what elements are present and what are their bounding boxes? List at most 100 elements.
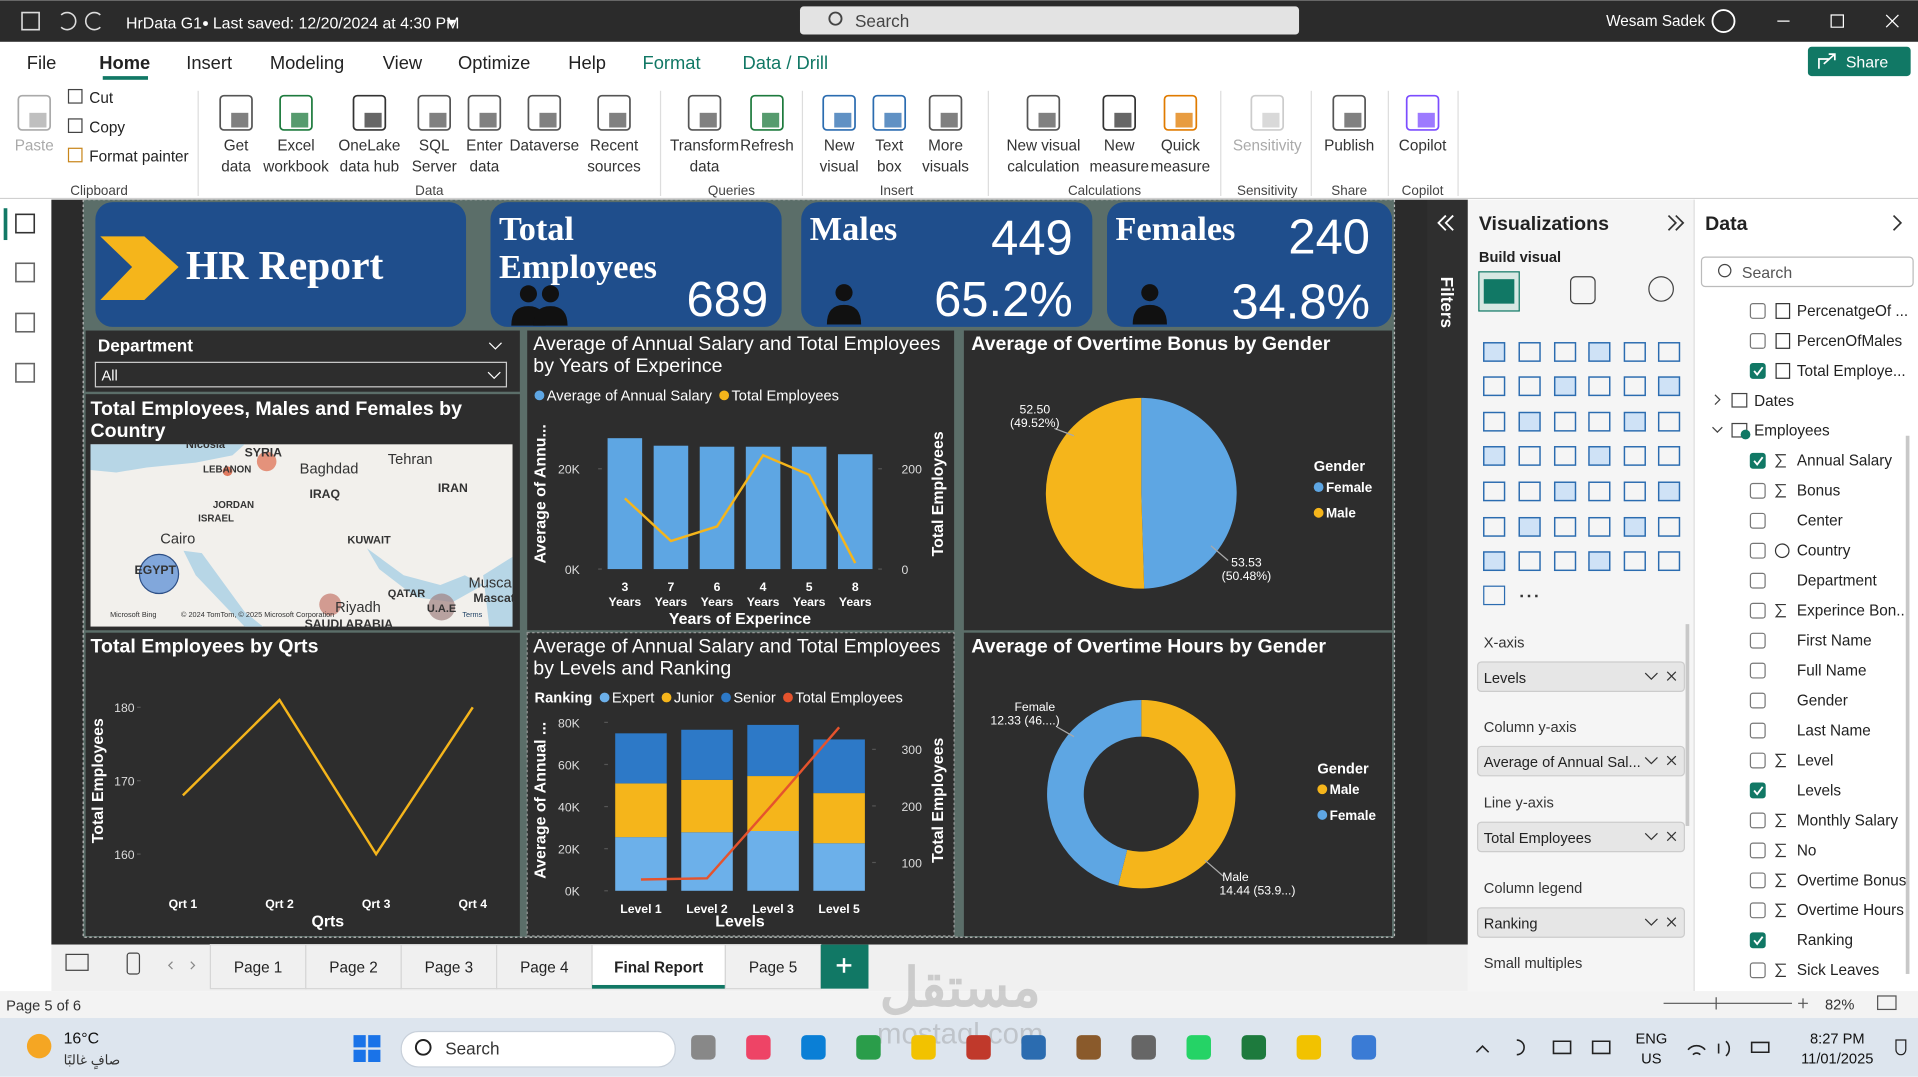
checkbox[interactable] [1749,602,1766,619]
visual-type-icon[interactable] [1518,376,1541,397]
visual-type-icon[interactable] [1483,376,1506,397]
field-name[interactable]: No [1797,842,1817,859]
slicer-dropdown[interactable] [94,361,508,388]
ribbon-button[interactable]: SQL [419,138,450,155]
field-name[interactable]: Monthly Salary [1797,812,1898,829]
visual-type-icon[interactable] [1518,516,1541,537]
visual-type-icon[interactable] [1518,446,1541,466]
ribbon-button[interactable]: measure [1151,159,1210,176]
chevron[interactable] [488,342,502,350]
ribbon-button[interactable]: Server [412,159,457,176]
visual-type-icon[interactable] [1623,376,1646,397]
ribbon-button[interactable]: Transform [670,138,739,155]
legend-label[interactable]: Total Employees [795,690,903,706]
desktop-icon[interactable] [65,953,89,971]
checkbox[interactable] [1749,662,1766,679]
slicer-value[interactable]: All [102,369,118,385]
field-name[interactable]: Bonus [1797,483,1841,500]
visual-type-icon[interactable] [1483,342,1506,362]
checkbox[interactable] [1749,962,1766,979]
page-tab[interactable] [591,943,726,990]
checkbox[interactable] [1749,872,1766,889]
ribbon-button[interactable]: OneLake [338,138,400,155]
bar[interactable] [747,831,799,891]
field-name[interactable]: Department [1797,573,1878,590]
ribbon-button[interactable]: data hub [340,159,399,176]
legend-label[interactable]: Expert [612,690,654,706]
page-tab-label[interactable]: Page 5 [749,960,797,977]
ribbon-button[interactable]: Format painter [89,149,188,166]
visual-type-icon[interactable] [1553,446,1577,466]
bar[interactable] [745,446,781,570]
field-name[interactable]: Full Name [1797,663,1867,680]
visual-type-icon[interactable] [1588,411,1611,432]
ribbon-button[interactable]: measure [1090,159,1149,176]
ribbon-button[interactable]: New [1104,138,1136,155]
field-name[interactable]: First Name [1797,633,1872,650]
ribbon-button[interactable]: box [877,159,902,176]
visual-type-icon[interactable] [1657,481,1681,502]
visual-type-icon[interactable] [1588,516,1611,537]
visual-type-icon[interactable] [1657,446,1681,466]
bar[interactable] [607,438,643,570]
menu-tab[interactable]: Modeling [270,52,344,73]
checkbox[interactable] [1749,452,1766,469]
checkbox[interactable] [1749,932,1766,949]
legend-label[interactable]: Female [1326,480,1373,495]
legend-label[interactable]: Male [1326,506,1356,521]
taskbar-app[interactable] [856,1035,881,1060]
visual-type-icon[interactable] [1518,551,1541,572]
checkbox[interactable] [1749,692,1766,709]
filters-label[interactable]: Filters [1437,277,1456,328]
ribbon-button[interactable]: Excel [277,138,314,155]
bar[interactable] [681,729,733,780]
nav-icon[interactable] [15,213,36,234]
visual-type-icon[interactable] [1623,551,1646,572]
slice[interactable] [1047,699,1142,886]
visual-type-icon[interactable] [1588,446,1611,466]
visual-type-icon[interactable] [1483,481,1506,502]
ribbon-button[interactable]: visual [820,159,859,176]
slice[interactable] [1045,397,1145,589]
ribbon-button[interactable]: New visual [1006,138,1080,155]
ribbon-button[interactable]: visuals [922,159,969,176]
ribbon-button[interactable]: Refresh [740,138,794,155]
visual-type-icon[interactable] [1623,342,1646,362]
bar[interactable] [791,446,827,570]
taskbar-app[interactable] [1186,1035,1211,1060]
bar[interactable] [747,724,799,777]
bar[interactable] [813,793,865,844]
well-field[interactable] [1477,661,1685,693]
visual-type-icon[interactable] [1553,342,1577,362]
bar[interactable] [837,454,873,570]
field-name[interactable]: Sick Leaves [1797,962,1880,979]
ribbon-button[interactable]: Sensitivity [1233,138,1302,155]
page-tab[interactable] [496,943,593,990]
field-name[interactable]: Overtime Hours [1797,902,1904,919]
analytics-tab[interactable] [1648,276,1674,302]
menu-tab[interactable]: View [383,52,423,73]
start-button[interactable] [353,1035,381,1063]
search-box[interactable] [799,6,1300,35]
menu-tab[interactable]: File [27,52,57,73]
taskbar-app[interactable] [801,1035,826,1060]
ribbon-button[interactable]: calculation [1007,159,1079,176]
visual-type-icon[interactable] [1483,585,1506,606]
map-terms[interactable]: Terms [462,610,482,619]
ribbon-button[interactable]: data [221,159,251,176]
well-icons[interactable] [1644,755,1677,766]
taskbar-search-text[interactable]: Search [445,1040,499,1059]
search-placeholder[interactable]: Search [855,12,909,31]
format-tab[interactable] [1569,276,1596,305]
visual-type-icon[interactable] [1657,551,1681,572]
taskbar-app[interactable] [1021,1035,1046,1060]
field-name[interactable]: Center [1797,513,1843,530]
ribbon-button[interactable]: New [824,138,856,155]
checkbox[interactable] [1749,512,1766,529]
visual-type-icon[interactable] [1588,481,1611,502]
taskbar-app[interactable] [746,1035,771,1060]
well-icons[interactable] [1644,671,1677,681]
menu-tab[interactable]: Data / Drill [743,52,829,73]
fit-icon[interactable] [1877,995,1897,1011]
taskbar-app[interactable] [966,1035,991,1060]
